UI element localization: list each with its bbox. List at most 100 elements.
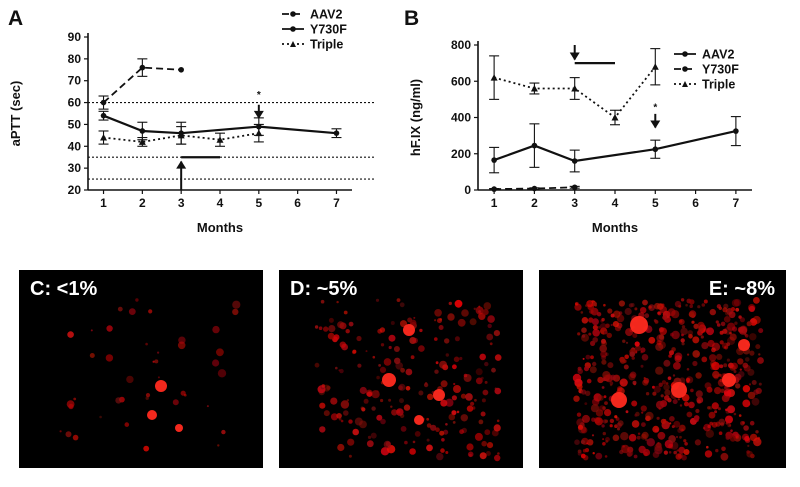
fluorescent-cell xyxy=(418,390,424,396)
fluorescent-cell xyxy=(689,299,695,305)
fluorescent-cell xyxy=(720,321,726,327)
fluorescent-cell xyxy=(333,334,340,341)
fluorescent-cell xyxy=(595,452,603,460)
x-tick-label: 7 xyxy=(733,196,740,210)
fluorescent-cell xyxy=(577,424,584,430)
fluorescent-cell xyxy=(577,368,583,375)
fluorescent-cell xyxy=(735,383,741,389)
fluorescent-cell xyxy=(591,318,599,326)
fluorescent-cell xyxy=(719,364,724,369)
data-point xyxy=(651,63,659,70)
fluorescent-cell xyxy=(658,341,666,349)
fluorescent-cell xyxy=(99,415,102,419)
fluorescent-cell xyxy=(664,395,670,401)
series-line-y730f xyxy=(103,114,337,135)
fluorescent-cell xyxy=(733,370,737,373)
fluorescent-cell xyxy=(738,414,742,417)
fluorescent-cell xyxy=(447,313,455,321)
fluorescent-cell xyxy=(475,368,483,376)
micrograph-c: C: <1% xyxy=(19,270,263,468)
fluorescent-cell xyxy=(729,424,731,427)
fluorescent-cell xyxy=(586,442,589,445)
fluorescent-cell xyxy=(656,416,660,420)
data-point xyxy=(491,186,497,192)
fluorescent-cell xyxy=(474,432,483,441)
fluorescent-cell xyxy=(665,382,669,385)
fluorescent-cell xyxy=(686,411,693,418)
fluorescent-cell xyxy=(692,350,700,358)
fluorescent-cell xyxy=(746,321,752,327)
fluorescent-cell xyxy=(667,376,672,380)
fluorescent-cell xyxy=(601,386,605,389)
fluorescent-cell xyxy=(749,433,758,442)
fluorescent-cell xyxy=(632,380,637,385)
fluorescent-cell xyxy=(725,435,731,440)
x-axis-title: Months xyxy=(592,220,638,235)
fluorescent-cell xyxy=(612,434,620,442)
fluorescent-cell xyxy=(628,433,637,442)
fluorescent-cell xyxy=(648,305,652,309)
fluorescent-cell xyxy=(706,327,714,336)
data-point xyxy=(652,146,659,153)
data-point xyxy=(531,185,538,192)
fluorescent-cell xyxy=(653,319,657,323)
fluorescent-cell xyxy=(721,446,726,452)
fluorescent-cell xyxy=(439,430,445,436)
fluorescent-cell xyxy=(728,311,736,319)
fluorescent-cell xyxy=(328,325,336,333)
fluorescent-cell xyxy=(365,350,368,353)
fluorescent-cell xyxy=(739,368,742,371)
fluorescent-cell xyxy=(584,402,588,405)
fluorescent-cell xyxy=(445,353,449,357)
fluorescent-cell xyxy=(413,316,416,319)
fluorescent-cell xyxy=(624,354,629,360)
fluorescent-cell xyxy=(737,358,744,365)
fluorescent-cell xyxy=(581,327,587,333)
fluorescent-cell xyxy=(459,356,463,361)
fluorescent-cell xyxy=(610,323,613,327)
fluorescent-cell xyxy=(695,408,700,414)
fluorescent-cell xyxy=(426,423,432,428)
fluorescent-cell xyxy=(685,303,688,307)
fluorescent-cell xyxy=(641,422,646,427)
data-point xyxy=(216,136,224,143)
fluorescent-cell-bright xyxy=(155,380,167,392)
fluorescent-cell xyxy=(745,357,750,362)
data-point xyxy=(530,85,538,92)
fluorescent-cell xyxy=(657,311,662,316)
data-point xyxy=(333,130,340,136)
fluorescent-cell xyxy=(751,380,757,385)
fluorescent-cell xyxy=(684,401,689,407)
fluorescent-cell xyxy=(691,320,695,324)
x-tick-label: 6 xyxy=(692,196,699,210)
fluorescent-cell xyxy=(679,435,682,439)
fluorescent-cell xyxy=(757,357,764,364)
fluorescent-cell xyxy=(620,432,629,441)
fluorescent-cell xyxy=(589,309,594,314)
fluorescent-cell xyxy=(648,336,656,344)
x-tick-label: 3 xyxy=(571,196,578,210)
fluorescent-cell xyxy=(339,368,344,374)
fluorescent-cell xyxy=(618,311,623,315)
fluorescent-cell xyxy=(581,333,589,342)
fluorescent-cell xyxy=(655,342,664,351)
fluorescent-cell xyxy=(610,374,616,381)
fluorescent-cell xyxy=(479,353,486,361)
fluorescent-cell xyxy=(439,318,442,321)
fluorescent-cell xyxy=(383,440,392,449)
fluorescent-cell xyxy=(747,444,750,447)
y-tick-label: 60 xyxy=(68,96,82,110)
fluorescent-cell xyxy=(642,379,649,386)
fluorescent-cell xyxy=(376,414,383,421)
fluorescent-cell xyxy=(623,364,629,370)
fluorescent-cell xyxy=(217,369,227,378)
fluorescent-cell xyxy=(610,313,615,318)
fluorescent-cell xyxy=(426,438,430,442)
fluorescent-cell xyxy=(758,353,761,356)
fluorescent-cell xyxy=(474,398,477,402)
fluorescent-cell xyxy=(696,399,702,404)
fluorescent-cell xyxy=(640,307,647,314)
fluorescent-cell xyxy=(617,420,624,427)
fluorescent-cell xyxy=(376,375,380,380)
fluorescent-cell xyxy=(337,443,345,452)
